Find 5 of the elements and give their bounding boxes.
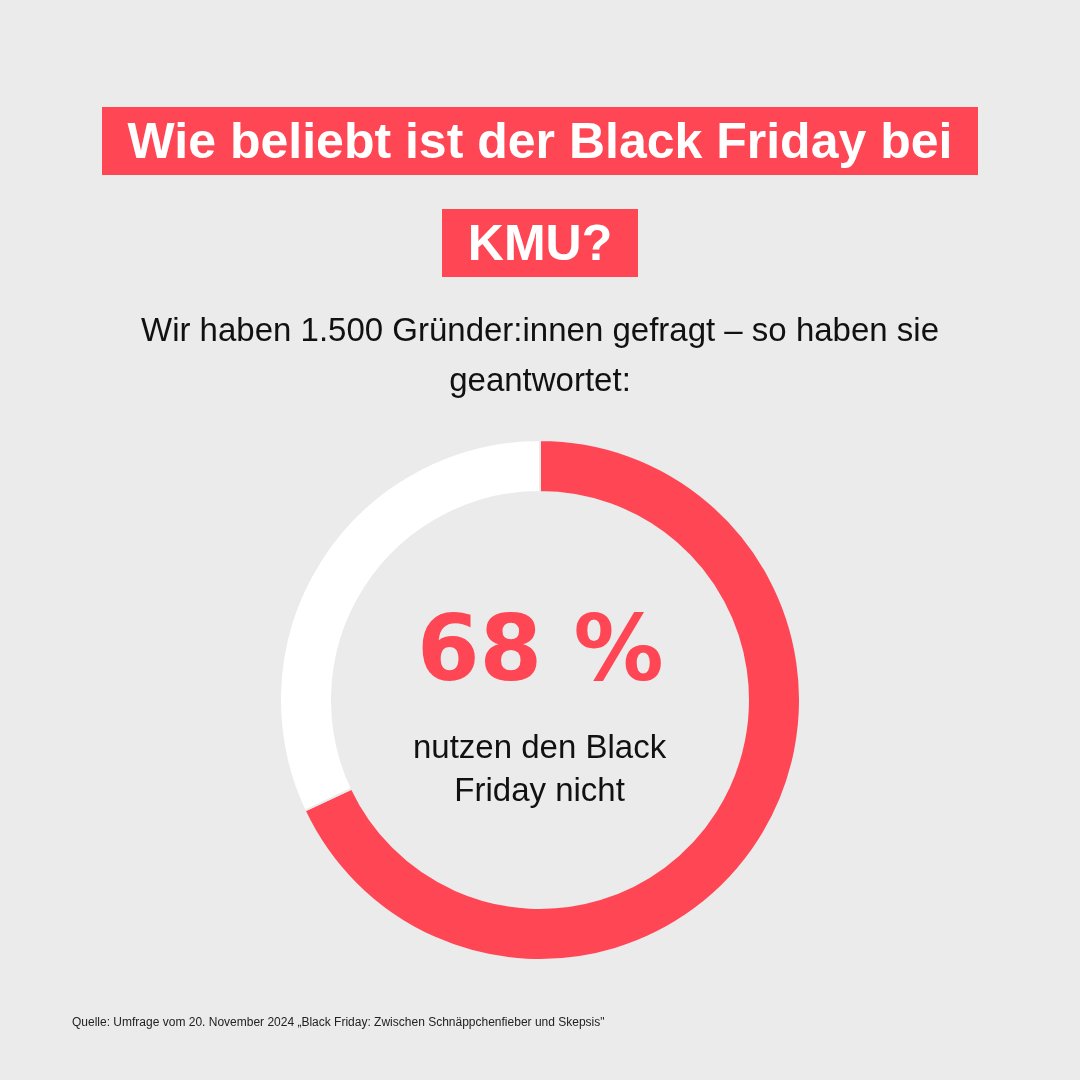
chart-subtitle: Wir haben 1.500 Gründer:innen gefragt – so haben sie geantwortet:	[140, 310, 940, 400]
data-label: 68 %	[417, 596, 664, 701]
source-note: Quelle: Umfrage vom 20. November 2024 „Black Friday: Zwischen Schnäppchenfieber und Skepsis"	[72, 1015, 605, 1029]
slice-label: nutzen den Black Friday nicht	[413, 728, 667, 808]
chart-title: Wie beliebt ist der Black Friday bei KMU?	[101, 107, 979, 277]
